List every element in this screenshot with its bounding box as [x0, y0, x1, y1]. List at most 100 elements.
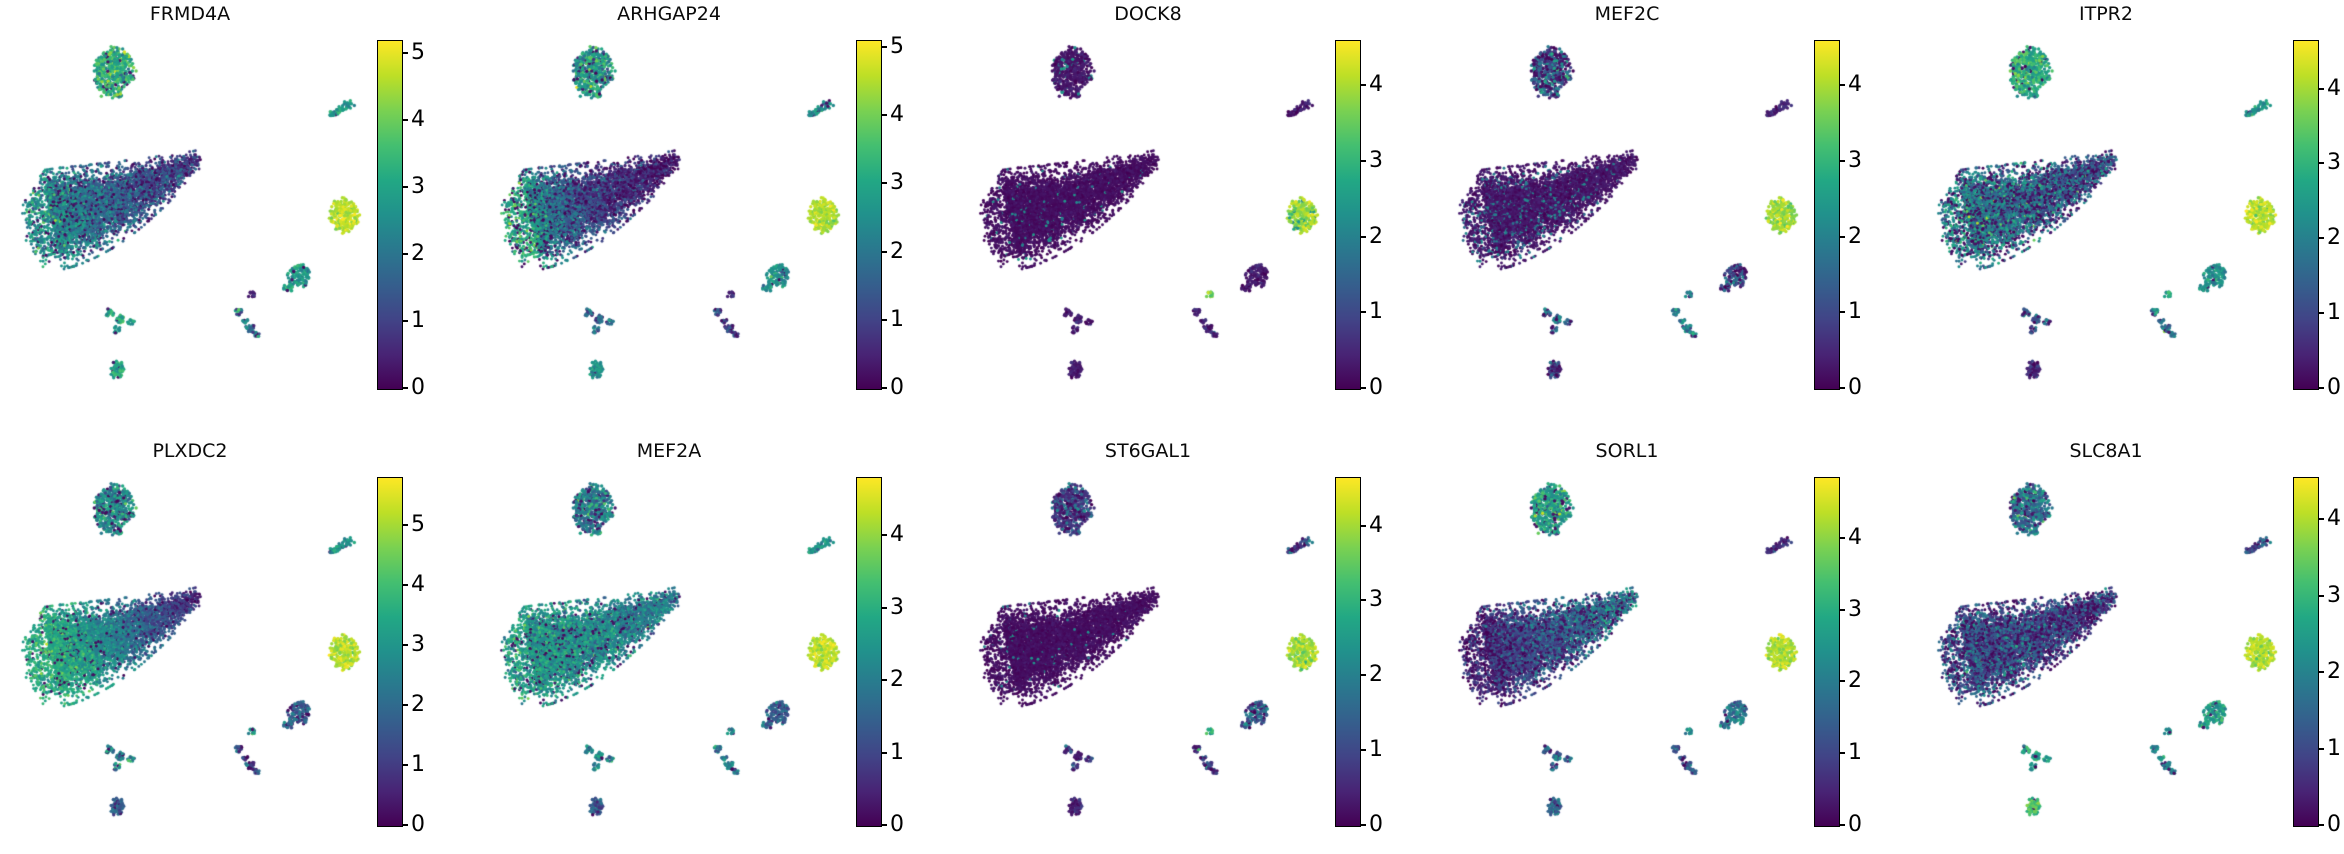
colorbar-tick-label: 3 [1848, 596, 1862, 622]
colorbar-tick [882, 318, 887, 321]
colorbar-tick [882, 45, 887, 48]
colorbar-tick-label: 1 [890, 739, 904, 765]
colorbar-tick-label: 3 [1369, 148, 1383, 174]
colorbar-tick-label: 0 [1369, 375, 1383, 400]
colorbar-tick-label: 4 [1848, 524, 1862, 550]
umap-scatter-canvas [489, 465, 849, 839]
colorbar-tick-label: 1 [1369, 737, 1383, 763]
colorbar-tick-label: 3 [1848, 148, 1862, 174]
umap-scatter-canvas [1447, 465, 1807, 839]
umap-panel-ITPR2: ITPR2 0 1 2 3 4 [1916, 0, 2344, 427]
umap-panel-ARHGAP24: ARHGAP24 0 1 2 3 4 5 [479, 0, 958, 427]
colorbar-tick [403, 644, 408, 646]
panel-title: SORL1 [1595, 440, 1659, 462]
colorbar-tick-label: 0 [411, 375, 425, 400]
colorbar-tick [1840, 311, 1845, 314]
colorbar-tick [403, 764, 408, 766]
colorbar-tick [403, 52, 408, 55]
colorbar-tick-label: 0 [2327, 375, 2341, 400]
colorbar-tick-label: 2 [890, 238, 904, 264]
colorbar-tick [403, 387, 408, 389]
colorbar-tick [2319, 594, 2324, 597]
umap-panel-MEF2C: MEF2C 0 1 2 3 4 [1437, 0, 1916, 427]
colorbar-tick-label: 0 [1848, 812, 1862, 837]
umap-panel-DOCK8: DOCK8 0 1 2 3 4 [958, 0, 1437, 427]
colorbar-tick [1361, 674, 1366, 677]
colorbar-tick [1840, 84, 1845, 87]
colorbar-tick [1840, 824, 1845, 826]
umap-panel-PLXDC2: PLXDC2 0 1 2 3 4 5 [0, 437, 479, 854]
colorbar-tick-label: 2 [2327, 659, 2341, 685]
colorbar-tick-label: 5 [890, 33, 904, 59]
colorbar-tick-label: 1 [411, 752, 425, 777]
colorbar [1335, 477, 1361, 827]
colorbar-tick [403, 186, 408, 189]
panel-title: FRMD4A [149, 3, 231, 25]
umap-panel-MEF2A: MEF2A 0 1 2 3 4 [479, 437, 958, 854]
colorbar-tick [882, 182, 887, 185]
colorbar-tick-label: 4 [1848, 72, 1862, 98]
umap-scatter-canvas [1447, 28, 1807, 402]
panel-title: DOCK8 [1114, 3, 1182, 25]
colorbar-tick-label: 1 [2327, 735, 2341, 761]
colorbar-tick [403, 524, 408, 526]
colorbar-tick [1840, 536, 1845, 539]
colorbar-tick-label: 4 [1369, 72, 1383, 98]
panel-title: MEF2C [1594, 3, 1660, 25]
colorbar-tick-label: 5 [411, 40, 425, 66]
colorbar-tick-label: 4 [1369, 512, 1383, 538]
colorbar-tick-label: 4 [2327, 75, 2341, 101]
colorbar-tick-label: 0 [890, 812, 904, 837]
panel-title: MEF2A [636, 440, 702, 462]
colorbar-tick [1840, 235, 1845, 238]
colorbar-tick-label: 3 [411, 174, 425, 200]
colorbar-tick-label: 3 [1369, 587, 1383, 613]
colorbar-tick [2319, 671, 2324, 674]
colorbar [377, 477, 403, 827]
colorbar-tick [882, 114, 887, 117]
colorbar-tick [2319, 87, 2324, 90]
colorbar-tick-label: 5 [411, 512, 425, 537]
colorbar-tick [1361, 311, 1366, 314]
colorbar-tick-label: 3 [411, 632, 425, 657]
colorbar-tick [882, 824, 887, 826]
colorbar-tick [882, 606, 887, 609]
colorbar-tick [882, 751, 887, 754]
umap-scatter-canvas [1926, 465, 2286, 839]
colorbar-tick [2319, 387, 2324, 389]
colorbar-tick [2319, 312, 2324, 315]
colorbar-tick [2319, 237, 2324, 240]
colorbar [856, 477, 882, 827]
colorbar-tick [2319, 162, 2324, 165]
colorbar-tick-label: 3 [2327, 582, 2341, 608]
colorbar-tick [403, 253, 408, 256]
colorbar-tick-label: 1 [2327, 300, 2341, 326]
colorbar-tick [2319, 747, 2324, 750]
colorbar-tick [403, 320, 408, 323]
colorbar-tick [403, 824, 408, 826]
colorbar-tick-label: 4 [890, 522, 904, 547]
colorbar-tick [1840, 160, 1845, 163]
colorbar-tick [882, 534, 887, 536]
colorbar-tick-label: 0 [2327, 812, 2341, 837]
colorbar-tick [1361, 524, 1366, 527]
colorbar-tick-label: 4 [411, 572, 425, 597]
colorbar-tick-label: 1 [1848, 299, 1862, 325]
panel-title: SLC8A1 [2069, 440, 2143, 462]
umap-panel-SORL1: SORL1 0 1 2 3 4 [1437, 437, 1916, 854]
colorbar-tick-label: 4 [890, 102, 904, 128]
panel-title: PLXDC2 [152, 440, 228, 462]
umap-scatter-canvas [968, 465, 1328, 839]
colorbar-tick-label: 2 [890, 667, 904, 692]
panel-title: ITPR2 [2079, 3, 2133, 25]
colorbar-tick-label: 2 [1848, 223, 1862, 249]
umap-panel-SLC8A1: SLC8A1 0 1 2 3 4 [1916, 437, 2344, 854]
panel-title: ARHGAP24 [617, 3, 721, 25]
colorbar-tick [2319, 518, 2324, 521]
colorbar-tick [1361, 160, 1366, 163]
colorbar-tick-label: 4 [2327, 506, 2341, 532]
colorbar-tick-label: 2 [1369, 223, 1383, 249]
colorbar [856, 40, 882, 390]
umap-scatter-canvas [10, 28, 370, 402]
colorbar-tick-label: 2 [1848, 668, 1862, 694]
